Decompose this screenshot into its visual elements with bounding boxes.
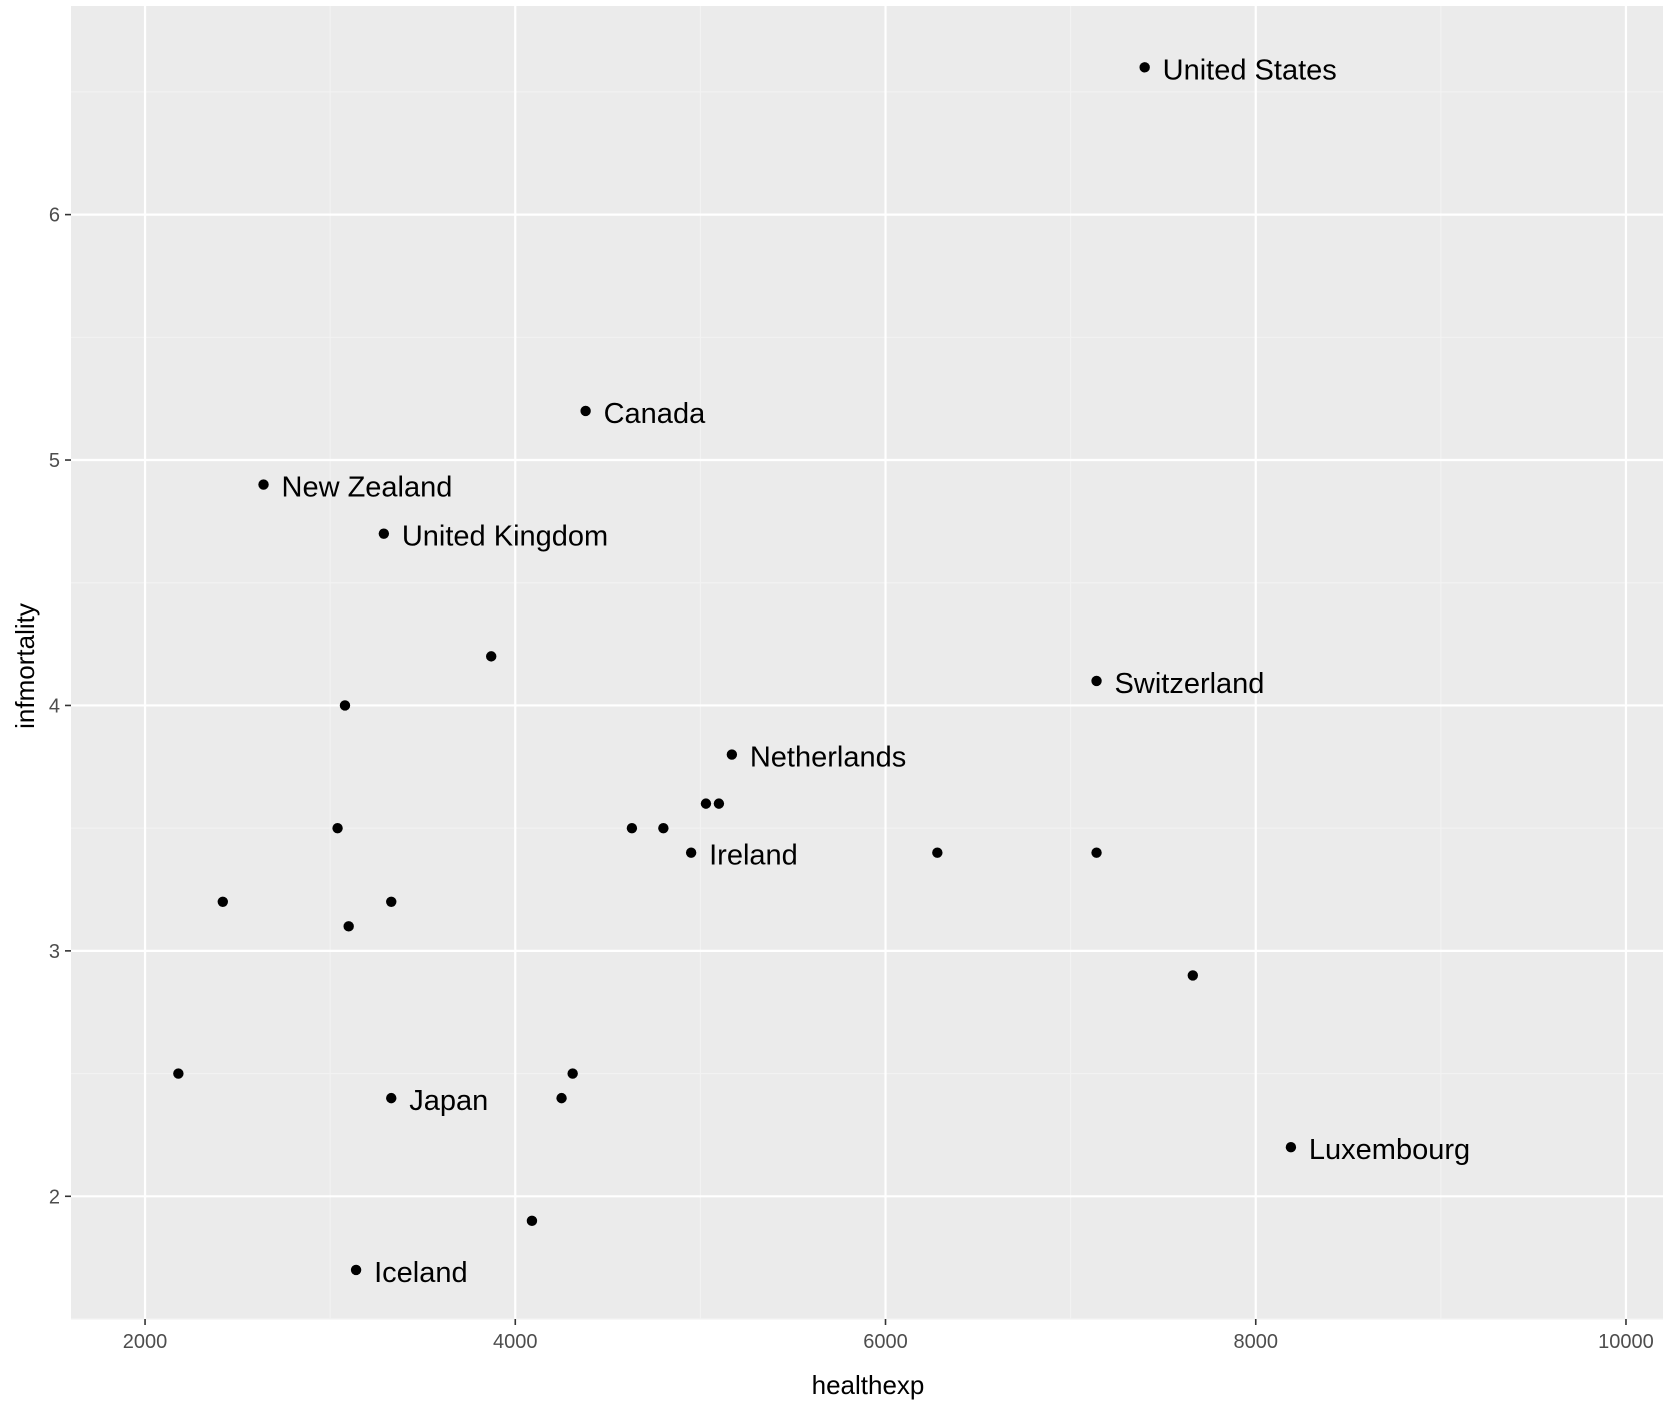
data-point [567, 1068, 578, 1079]
data-point [343, 921, 354, 932]
data-point [173, 1068, 184, 1079]
data-point [526, 1215, 538, 1227]
x-axis-title: healthexp [812, 1370, 925, 1400]
point-label: Switzerland [1115, 668, 1265, 700]
data-point [726, 749, 738, 760]
point-label: New Zealand [282, 472, 453, 504]
x-tick-label: 10000 [1598, 1331, 1654, 1353]
point-label: Ireland [709, 840, 798, 872]
data-point [1285, 1142, 1297, 1153]
data-point [386, 1092, 397, 1104]
major-grid-lines [71, 6, 1663, 1319]
x-tick-label: 4000 [493, 1331, 538, 1353]
data-point [1139, 62, 1150, 73]
data-point [713, 798, 725, 809]
data-point [332, 822, 343, 834]
data-point [339, 700, 351, 711]
data-point [258, 479, 269, 490]
x-axis: 2000 4000 6000 8000 10000 [123, 1319, 1654, 1353]
plot-panel [71, 6, 1663, 1319]
y-tick-label: 2 [49, 1186, 60, 1208]
point-label: Netherlands [750, 742, 906, 774]
point-label: Iceland [374, 1257, 468, 1289]
y-tick-label: 3 [49, 941, 60, 963]
data-point [685, 847, 697, 858]
x-tick-label: 6000 [863, 1331, 908, 1353]
data-point [378, 528, 390, 539]
data-point [700, 798, 712, 809]
x-tick-label: 2000 [123, 1331, 168, 1353]
data-point [580, 405, 591, 417]
data-point [486, 651, 497, 662]
point-labels: United States Canada New Zealand United Kin… [282, 54, 1471, 1289]
data-point [556, 1092, 567, 1104]
point-label: Luxembourg [1309, 1134, 1470, 1166]
data-points [173, 62, 1297, 1276]
y-axis: 2 3 4 5 6 [49, 205, 71, 1208]
data-point [658, 822, 669, 834]
y-tick-label: 5 [49, 450, 60, 472]
point-label: United States [1163, 54, 1337, 86]
data-point [350, 1264, 362, 1276]
data-point [1187, 970, 1199, 981]
data-point [1091, 847, 1102, 858]
y-axis-title: infmortality [10, 603, 40, 729]
point-label: Canada [604, 398, 706, 430]
data-point [217, 896, 228, 907]
point-label: Japan [409, 1085, 488, 1117]
x-tick-label: 8000 [1233, 1331, 1278, 1353]
data-point [626, 822, 638, 834]
data-point [386, 896, 397, 907]
y-tick-label: 4 [49, 695, 60, 717]
point-label: United Kingdom [402, 521, 608, 553]
data-point [1091, 675, 1102, 687]
data-point [932, 847, 943, 858]
y-tick-label: 6 [49, 205, 60, 227]
